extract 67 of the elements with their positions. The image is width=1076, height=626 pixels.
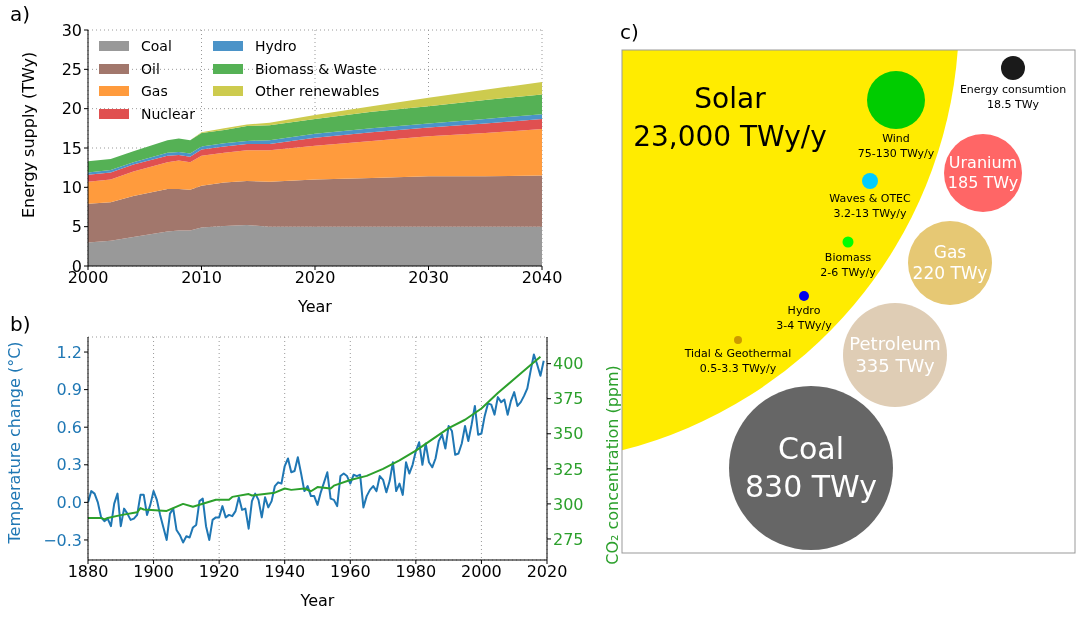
y2-tick-label: 400 xyxy=(553,354,584,374)
y2-tick-label: 375 xyxy=(553,389,584,409)
category-label: Gas xyxy=(933,241,967,262)
x-tick-label: 2010 xyxy=(181,268,222,288)
category-label: Biomass xyxy=(824,250,872,264)
y2-tick-label: 350 xyxy=(553,424,584,444)
text: 18.5 TWy xyxy=(987,98,1039,111)
y-tick-label: 30 xyxy=(61,20,82,40)
category-label: Hydro xyxy=(787,304,821,317)
text: 0.5-3.3 TWy/y xyxy=(699,362,777,375)
y-tick-label: 0.9 xyxy=(56,380,82,400)
x-tick-label: 1880 xyxy=(67,562,109,582)
y-tick-label: 1.2 xyxy=(56,342,82,362)
text: 23,000 TWy/y xyxy=(633,119,827,153)
y-tick-label: 15 xyxy=(61,138,82,158)
x-tick-label: 2030 xyxy=(408,268,449,288)
chart-title: a) xyxy=(10,2,31,26)
category-label: Coal xyxy=(777,431,845,466)
category-label: Waves & OTEC xyxy=(829,192,912,205)
y-tick-label: 0.3 xyxy=(56,455,82,475)
category-label: Tidal & Geothermal xyxy=(683,347,792,360)
y-tick-label: 20 xyxy=(61,99,82,119)
y-tick-label: 25 xyxy=(61,60,82,80)
category-label: Petroleum xyxy=(849,332,941,354)
y-axis-title: Energy supply (TWy) xyxy=(18,51,38,218)
legend-label: Oil xyxy=(141,60,160,77)
text: 2-6 TWy/y xyxy=(820,265,876,279)
x-tick-label: 2020 xyxy=(526,562,568,582)
text: 3-4 TWy/y xyxy=(776,319,832,332)
y-tick-label: 10 xyxy=(61,178,82,198)
text: 335 TWy xyxy=(855,355,935,377)
x-tick-label: 1980 xyxy=(395,562,437,582)
legend-label: Biomass & Waste xyxy=(254,60,377,77)
legend-label: Coal xyxy=(141,38,172,55)
text: c) xyxy=(620,20,639,44)
category-label: Energy consumtion xyxy=(959,83,1067,96)
category-label: Uranium xyxy=(948,153,1018,173)
y-tick-label: −0.3 xyxy=(43,530,82,550)
y2-tick-label: 325 xyxy=(553,459,584,479)
legend-label: Other renewables xyxy=(254,83,380,100)
text: 3.2-13 TWy/y xyxy=(833,207,907,220)
category-label: Wind xyxy=(882,132,910,145)
text: 220 TWy xyxy=(912,263,988,284)
x-tick-label: 2000 xyxy=(461,562,502,582)
x-tick-label: 2020 xyxy=(294,268,336,288)
x-tick-label: 1920 xyxy=(198,562,240,582)
y-tick-label: 0.0 xyxy=(56,493,82,513)
x-tick-label: 1960 xyxy=(329,562,371,582)
legend-label: Hydro xyxy=(254,38,297,55)
y2-tick-label: 275 xyxy=(553,529,584,549)
y2-axis-title: CO₂ concentration (ppm) xyxy=(603,365,622,565)
category-label: Solar xyxy=(694,82,767,115)
y-tick-label: 5 xyxy=(71,217,82,237)
y-tick-label: 0.6 xyxy=(56,417,82,437)
legend-label: Nuclear xyxy=(141,105,195,122)
y2-tick-label: 300 xyxy=(553,494,584,514)
text: 75-130 TWy/y xyxy=(857,147,935,160)
legend-label: Gas xyxy=(141,83,168,100)
x-tick-label: 1900 xyxy=(133,562,174,582)
x-axis-title: Year xyxy=(299,591,335,610)
x-tick-label: 1940 xyxy=(264,562,306,582)
x-tick-label: 2040 xyxy=(521,268,563,288)
text: 185 TWy xyxy=(947,173,1019,193)
x-axis-title: Year xyxy=(297,297,333,316)
chart-title: b) xyxy=(10,312,31,336)
y-axis-title: Temperature change (°C) xyxy=(4,341,24,545)
text: 830 TWy xyxy=(744,468,878,504)
